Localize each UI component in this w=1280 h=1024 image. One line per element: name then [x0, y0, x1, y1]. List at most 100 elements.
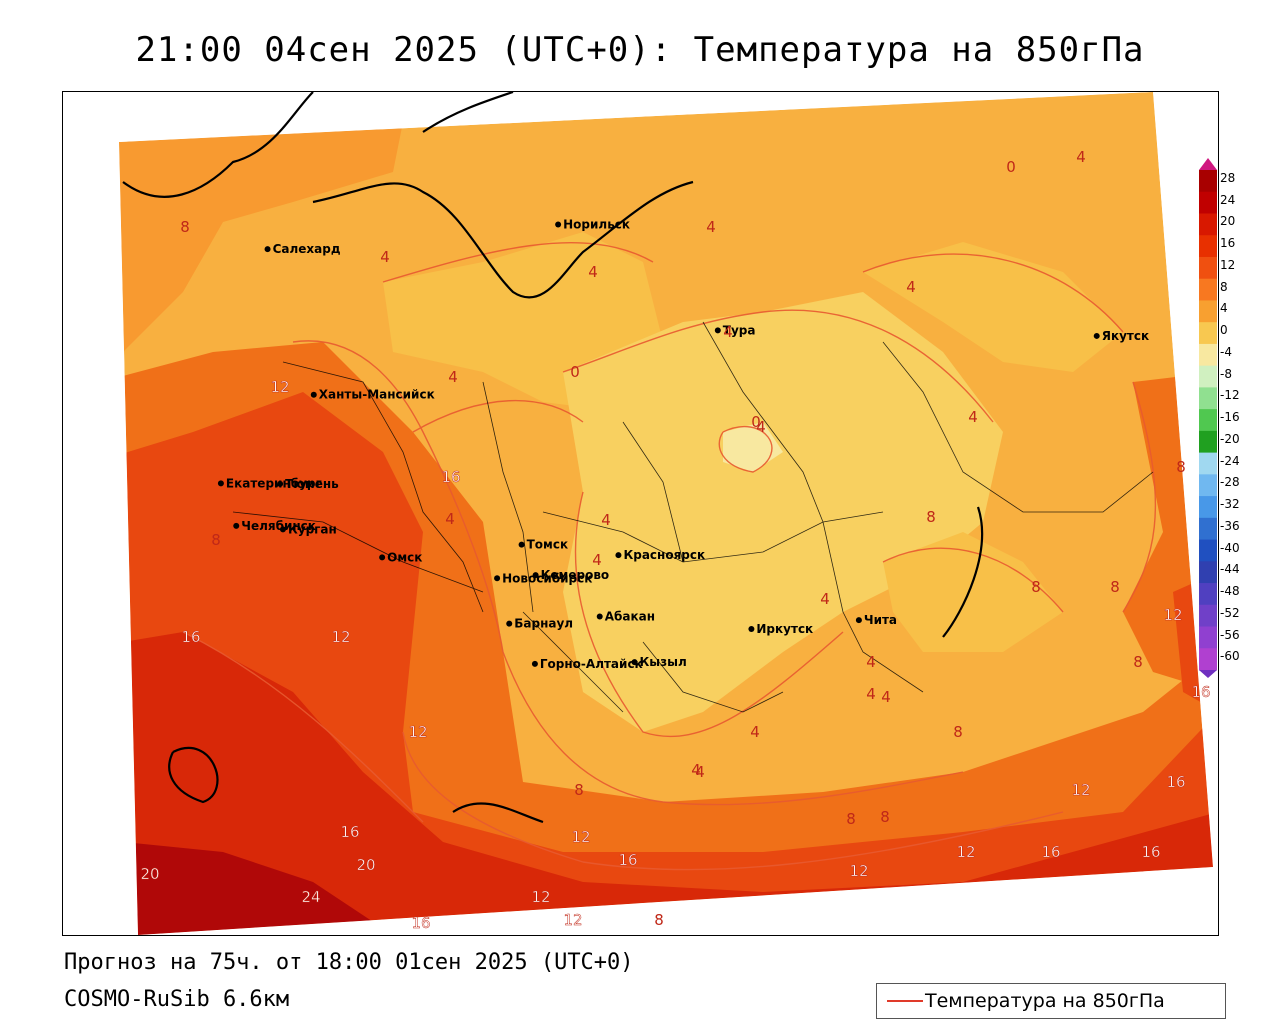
city-dot	[264, 246, 271, 253]
isotherm-label: 4	[820, 590, 830, 608]
isotherm-label: 4	[380, 248, 390, 266]
colorbar-swatch	[1199, 170, 1217, 193]
isotherm-label: 16	[441, 468, 460, 486]
isotherm-label: 16	[1191, 683, 1210, 701]
city-marker: Екатеринбург	[217, 476, 322, 490]
city-label: Норильск	[563, 217, 630, 231]
colorbar-tick-label: -48	[1220, 584, 1240, 599]
city-label: Томск	[527, 538, 569, 552]
colorbar-swatch	[1199, 517, 1217, 541]
city-dot	[615, 552, 622, 559]
isotherm-label: 4	[881, 688, 891, 706]
isotherm-label: 4	[445, 510, 455, 528]
city-label: Курган	[288, 522, 337, 536]
isotherm-label: 4	[592, 551, 602, 569]
city-dot	[279, 526, 286, 533]
isotherm-label: 8	[926, 508, 936, 526]
forecast-map: Салехард Норильск Якутск Тура Ханты-Мансийск…	[62, 91, 1219, 936]
city-marker: Барнаул	[506, 617, 573, 631]
city-dot	[532, 572, 539, 579]
isotherm-label: 16	[411, 914, 430, 932]
isotherm-label: 20	[356, 856, 375, 874]
colorbar-swatch	[1199, 365, 1217, 388]
city-marker: Курган	[279, 522, 337, 536]
colorbar-tick-label: -32	[1220, 497, 1240, 512]
city-label: Тура	[723, 323, 756, 337]
city-label: Тюмень	[285, 477, 339, 491]
city-marker: Абакан	[596, 610, 655, 624]
colorbar-swatch	[1199, 278, 1217, 301]
city-marker: Кызыл	[631, 655, 687, 669]
isotherm-label: 0	[570, 363, 580, 381]
band-chukotka	[763, 92, 1213, 182]
isotherm-label: 12	[270, 378, 289, 396]
city-label: Иркутск	[756, 622, 813, 636]
colorbar-swatch	[1199, 583, 1217, 606]
isotherm-label: 4	[601, 511, 611, 529]
city-dot	[277, 480, 284, 487]
city-dot	[217, 480, 224, 487]
colorbar-swatch	[1199, 343, 1217, 367]
isotherm-label: 16	[1166, 773, 1185, 791]
colorbar-tick-label: 20	[1220, 214, 1236, 229]
city-marker: Тюмень	[277, 477, 339, 491]
isotherm-label: 8	[846, 810, 856, 828]
city-marker: Красноярск	[615, 548, 705, 562]
isotherm-label: 8	[574, 781, 584, 799]
colorbar-swatch	[1199, 452, 1217, 475]
band-cool-ne	[863, 242, 1123, 372]
colorbar-tick-label: -52	[1220, 605, 1240, 620]
isotherm-label: 4	[695, 763, 705, 781]
isotherm-label: 4	[906, 278, 916, 296]
colorbar-tick-label: -4	[1220, 344, 1232, 359]
isotherm-label: 4	[866, 685, 876, 703]
cities-layer: Салехард Норильск Якутск Тура Ханты-Мансийск…	[217, 217, 1149, 671]
city-marker: Тура	[714, 323, 756, 337]
colorbar-tick-label: 12	[1220, 257, 1236, 272]
isotherm-label: 16	[618, 851, 637, 869]
colorbar-tick-label: 24	[1220, 192, 1236, 207]
isotherm-label: 8	[1133, 653, 1143, 671]
city-label: Красноярск	[623, 548, 705, 562]
legend-box: Температура на 850гПа	[876, 983, 1226, 1019]
city-marker: Омск	[379, 550, 422, 564]
city-dot	[714, 327, 721, 334]
isotherm-label: 4	[588, 263, 598, 281]
isotherm-label: 16	[1041, 843, 1060, 861]
colorbar-swatch	[1199, 626, 1217, 649]
colorbar-tick-label: -40	[1220, 540, 1240, 555]
isotherm-label: 8	[180, 218, 190, 236]
colorbar-swatch	[1199, 300, 1217, 323]
colorbar-tick-label: -36	[1220, 518, 1240, 533]
admin-borders	[232, 321, 1154, 713]
colorbar-tick-label: -28	[1220, 475, 1240, 490]
colorbar-swatch	[1199, 409, 1217, 432]
isotherm-label: 8	[1031, 578, 1041, 596]
city-label: Кемерово	[541, 568, 610, 582]
city-dot	[1093, 332, 1100, 339]
isotherm-label: 12	[1071, 781, 1090, 799]
band-baikal	[883, 532, 1063, 652]
city-marker: Горно-Алтайск	[531, 657, 643, 671]
isotherm-label: 8	[880, 808, 890, 826]
city-marker: Норильск	[555, 217, 630, 231]
colorbar-swatch	[1199, 604, 1217, 628]
city-marker: Кемерово	[532, 568, 610, 582]
isotherm-label: 12	[956, 843, 975, 861]
city-label: Барнаул	[514, 617, 573, 631]
colorbar-swatch	[1199, 496, 1217, 519]
colorbar-tick-label: 16	[1220, 236, 1236, 251]
isotherm-label: 0	[1006, 158, 1016, 176]
colorbar-swatch	[1199, 561, 1217, 584]
city-dot	[506, 620, 513, 627]
city-marker: Новосибирск	[494, 571, 592, 585]
isotherm-label: 4	[968, 408, 978, 426]
city-marker: Томск	[518, 538, 569, 552]
isotherm-label: 4	[1076, 148, 1086, 166]
temperature-field: Салехард Норильск Якутск Тура Ханты-Мансийск…	[63, 92, 1218, 935]
colorbar-tick-label: 0	[1220, 323, 1228, 338]
legend-label: Температура на 850гПа	[925, 990, 1165, 1012]
colorbar-swatch	[1199, 430, 1217, 454]
isotherm-label: 12	[1163, 606, 1182, 624]
